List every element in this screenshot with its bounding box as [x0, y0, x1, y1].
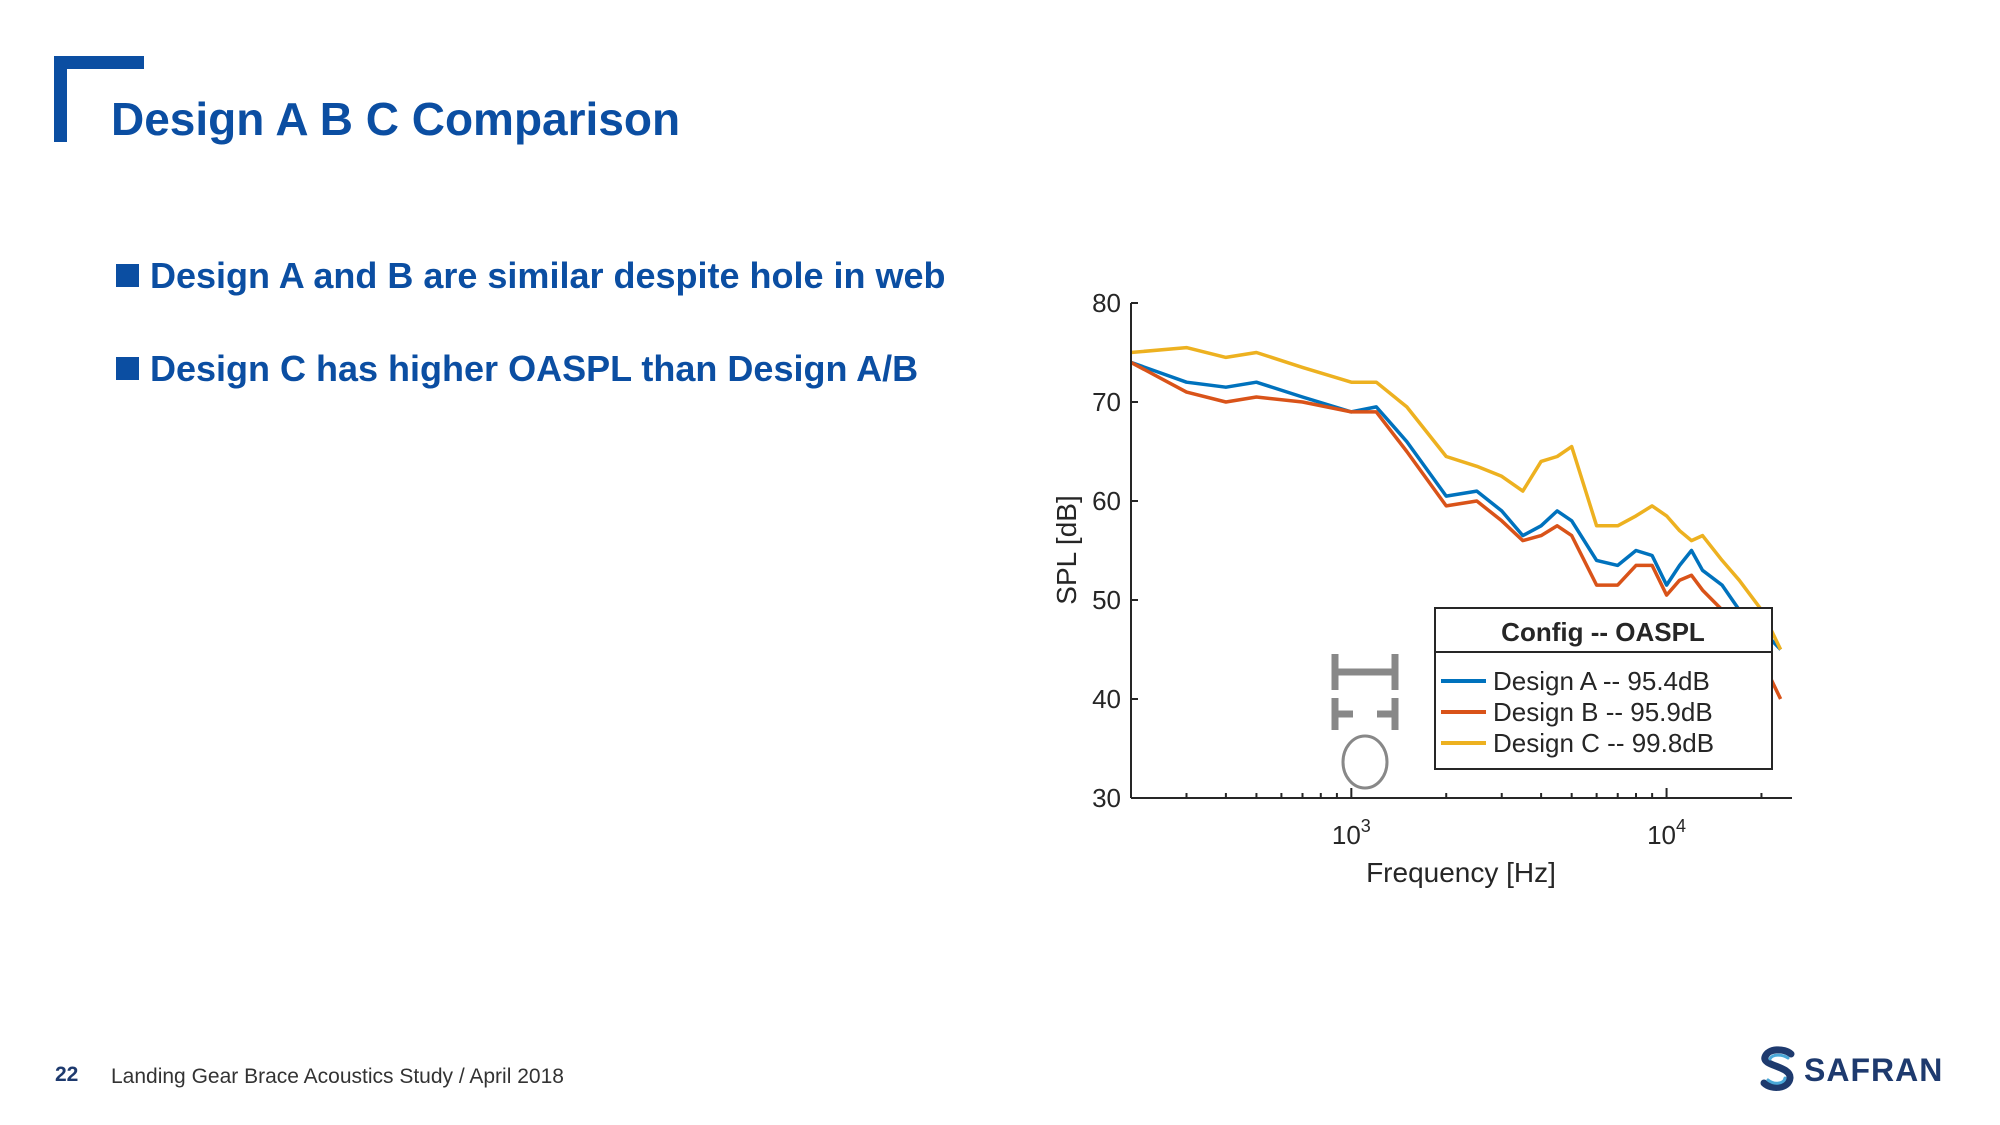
series-line	[1130, 345, 1783, 651]
title-corner-bracket	[54, 56, 144, 142]
bullet-item: Design A and B are similar despite hole …	[114, 252, 954, 299]
y-tick-label: 30	[1092, 783, 1121, 813]
legend: Config -- OASPL Design A -- 95.4dBDesign…	[1434, 607, 1773, 770]
spl-frequency-chart: 30 40 50 60 70 80 103 104 SPL [dB] Frequency […	[1051, 288, 1792, 888]
cross-section-icons	[1331, 654, 1399, 790]
bullet-text: Design A and B are similar despite hole …	[150, 255, 946, 296]
bullet-list: Design A and B are similar despite hole …	[114, 252, 954, 438]
bullet-item: Design C has higher OASPL than Design A/…	[114, 345, 954, 392]
y-axis-label: SPL [dB]	[1051, 495, 1082, 604]
circular-section-icon	[1341, 734, 1389, 790]
x-tick-label: 103	[1332, 816, 1371, 850]
x-tick-label: 104	[1647, 816, 1686, 850]
x-axis-label: Frequency [Hz]	[1366, 857, 1556, 888]
legend-label: Design A -- 95.4dB	[1493, 666, 1710, 696]
y-tick-label: 80	[1092, 288, 1121, 318]
bullet-square-icon	[116, 357, 139, 380]
bullet-text: Design C has higher OASPL than Design A/…	[150, 348, 919, 389]
y-tick-label: 60	[1092, 486, 1121, 516]
safran-logo-text: SAFRAN	[1804, 1052, 1944, 1088]
series-line	[1130, 360, 1783, 700]
legend-label: Design B -- 95.9dB	[1493, 697, 1713, 727]
y-tick-label: 50	[1092, 585, 1121, 615]
series-line	[1130, 360, 1782, 651]
series-layer	[1130, 345, 1783, 700]
y-axis: 30 40 50 60 70 80	[1092, 288, 1138, 813]
y-tick-label: 40	[1092, 684, 1121, 714]
y-tick-label: 70	[1092, 387, 1121, 417]
legend-title: Config -- OASPL	[1501, 617, 1705, 647]
i-beam-solid-icon	[1331, 654, 1399, 690]
safran-logo-icon	[1760, 1046, 1795, 1091]
i-beam-holed-icon	[1331, 698, 1399, 730]
safran-logo: SAFRAN	[1758, 1046, 1958, 1092]
bullet-square-icon	[116, 264, 139, 287]
page-number: 22	[55, 1063, 79, 1086]
footer-text: Landing Gear Brace Acoustics Study / Apr…	[111, 1065, 564, 1088]
x-axis: 103 104	[1130, 788, 1792, 850]
slide-title: Design A B C Comparison	[111, 93, 681, 145]
legend-label: Design C -- 99.8dB	[1493, 728, 1714, 758]
